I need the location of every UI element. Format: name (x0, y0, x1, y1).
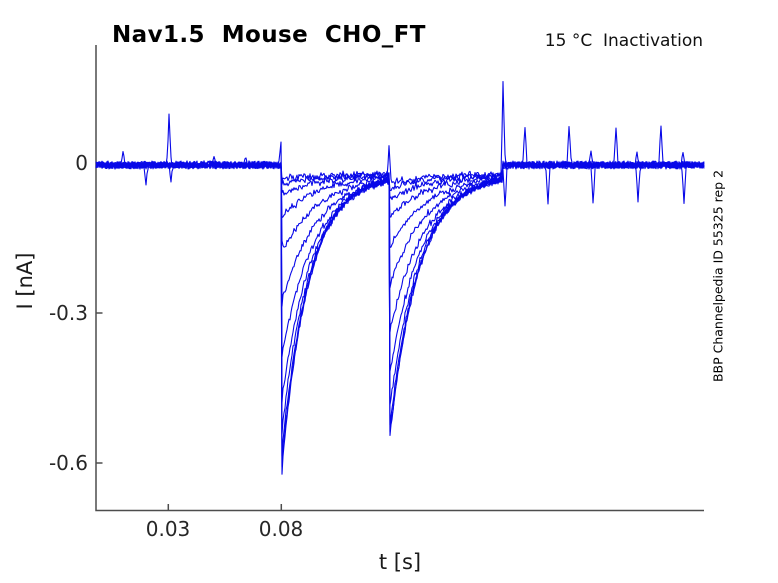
y-tick-label: -0.3 (48, 301, 88, 325)
x-tick-label: 0.08 (258, 517, 304, 541)
x-tick-label: 0.03 (145, 517, 191, 541)
channelpedia-watermark: BBP Channelpedia ID 55325 rep 2 (710, 169, 726, 383)
temperature-protocol-label: 15 °C Inactivation (544, 31, 703, 51)
chart-title: Nav1.5 Mouse CHO_FT (112, 22, 426, 48)
y-tick-label: -0.6 (48, 451, 88, 475)
y-tick-label: 0 (75, 151, 88, 175)
x-axis-label: t [s] (378, 550, 422, 574)
